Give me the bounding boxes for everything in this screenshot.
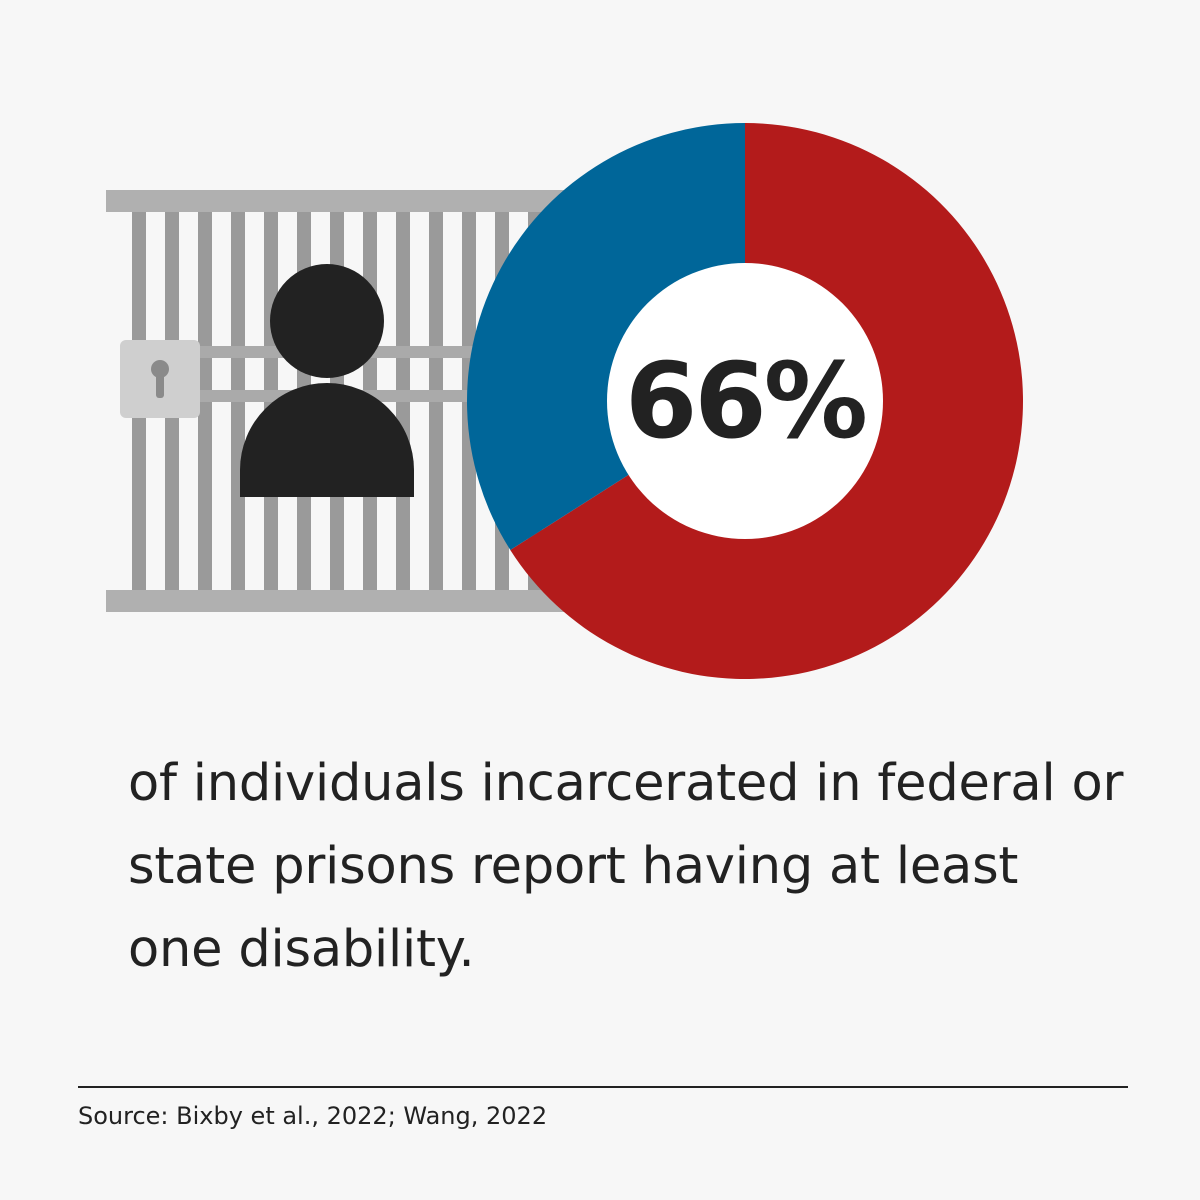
source-citation: Source: Bixby et al., 2022; Wang, 2022 xyxy=(78,1102,548,1130)
infographic: 66% xyxy=(106,123,1024,680)
donut-hole xyxy=(607,263,883,539)
divider xyxy=(78,1086,1128,1088)
caption-text: of individuals incarcerated in federal o… xyxy=(128,754,1124,979)
padlock-icon xyxy=(120,340,200,418)
person-icon xyxy=(240,264,414,497)
center-percentage-label: 66% xyxy=(625,340,865,462)
